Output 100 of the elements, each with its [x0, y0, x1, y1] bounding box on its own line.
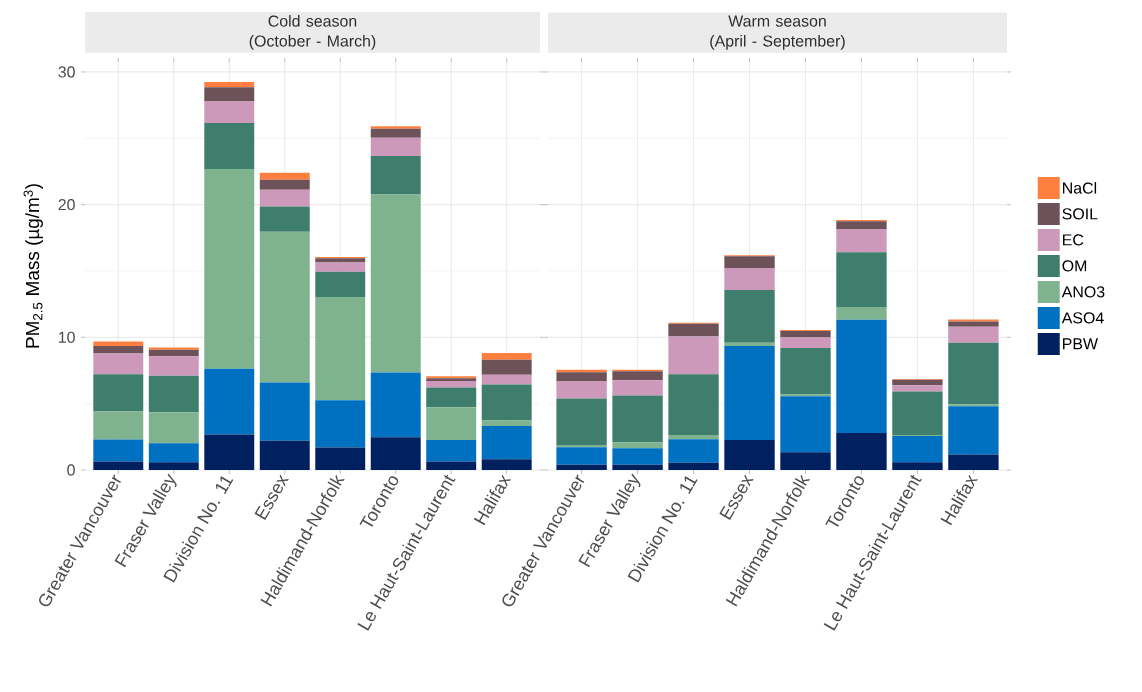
legend-label: NaCl — [1063, 182, 1097, 194]
bar — [204, 434, 255, 470]
bar — [204, 123, 255, 170]
bar — [148, 443, 199, 463]
bar — [370, 437, 421, 470]
bar — [668, 374, 719, 435]
bar — [315, 258, 366, 263]
bar — [780, 348, 831, 395]
bar — [892, 379, 943, 386]
bar — [481, 425, 532, 460]
legend-label: PBW — [1063, 338, 1098, 350]
y-axis-title: PM$_{2.5}$ Mass (µg/m$^{3}$) — [23, 184, 43, 348]
bar — [948, 326, 999, 343]
bar — [948, 321, 999, 327]
bar — [370, 156, 421, 195]
bar — [668, 434, 719, 440]
bar — [948, 342, 999, 405]
bar — [481, 384, 532, 421]
y-tick-label: 20 — [58, 198, 75, 211]
bar — [426, 439, 477, 462]
bar — [612, 371, 663, 381]
bar — [426, 381, 477, 388]
bar — [259, 179, 310, 190]
bar — [93, 353, 144, 375]
bar — [836, 221, 887, 229]
bar — [556, 381, 607, 399]
bar — [612, 464, 663, 470]
bar — [426, 461, 477, 470]
bar — [370, 194, 421, 373]
bar — [948, 406, 999, 455]
bar — [93, 341, 144, 347]
bar — [612, 442, 663, 449]
bar — [724, 439, 775, 470]
bar — [315, 447, 366, 470]
bar — [259, 189, 310, 207]
bar — [836, 432, 887, 470]
bar — [370, 372, 421, 438]
bar — [93, 411, 144, 440]
bar — [780, 396, 831, 453]
bar — [481, 459, 532, 470]
y-tick-label: 30 — [58, 66, 75, 78]
y-tick-label: 0 — [67, 464, 75, 476]
bar — [315, 262, 366, 272]
legend-label: ASO4 — [1061, 312, 1104, 324]
bar — [724, 346, 775, 440]
bar — [259, 172, 310, 180]
legend-label: EC — [1063, 234, 1084, 246]
bar — [481, 374, 532, 385]
bar — [556, 398, 607, 445]
bar — [892, 385, 943, 392]
bar — [668, 462, 719, 470]
bar — [724, 342, 775, 347]
bar — [204, 81, 255, 88]
bar — [148, 462, 199, 470]
bar — [836, 319, 887, 433]
bar — [204, 368, 255, 435]
bar — [612, 448, 663, 465]
bar — [93, 461, 144, 470]
bar — [93, 374, 144, 412]
bar — [780, 337, 831, 349]
chart-title: Warm season — [728, 15, 826, 27]
bar — [668, 336, 719, 375]
bar — [426, 387, 477, 408]
bar — [148, 347, 199, 350]
bar — [668, 323, 719, 337]
bar — [724, 267, 775, 290]
bar — [892, 462, 943, 470]
bar — [481, 359, 532, 375]
bar — [370, 128, 421, 138]
bar — [148, 349, 199, 357]
bar — [556, 372, 607, 382]
bar — [204, 101, 255, 124]
bar — [892, 435, 943, 463]
bar — [481, 353, 532, 360]
legend-label: SOIL — [1062, 208, 1098, 220]
bar — [612, 380, 663, 396]
bar — [148, 375, 199, 413]
bar — [780, 331, 831, 338]
legend-label: ANO3 — [1061, 286, 1105, 298]
y-tick-label: 10 — [58, 331, 75, 343]
bar — [148, 356, 199, 376]
bar — [780, 452, 831, 470]
bar — [315, 400, 366, 448]
legend-label: OM — [1062, 260, 1087, 272]
bar — [259, 440, 310, 470]
bar — [836, 228, 887, 253]
bar — [370, 126, 421, 129]
bar — [370, 137, 421, 157]
bar — [948, 454, 999, 470]
bar — [315, 271, 366, 297]
chart-subtitle: (October - March) — [249, 34, 376, 50]
bar — [148, 412, 199, 444]
bar — [481, 420, 532, 426]
bar — [93, 346, 144, 354]
bar — [556, 464, 607, 470]
bar — [836, 252, 887, 308]
bar — [204, 169, 255, 369]
chart-title: Cold season — [268, 15, 357, 27]
bar — [724, 289, 775, 343]
bar — [93, 439, 144, 462]
